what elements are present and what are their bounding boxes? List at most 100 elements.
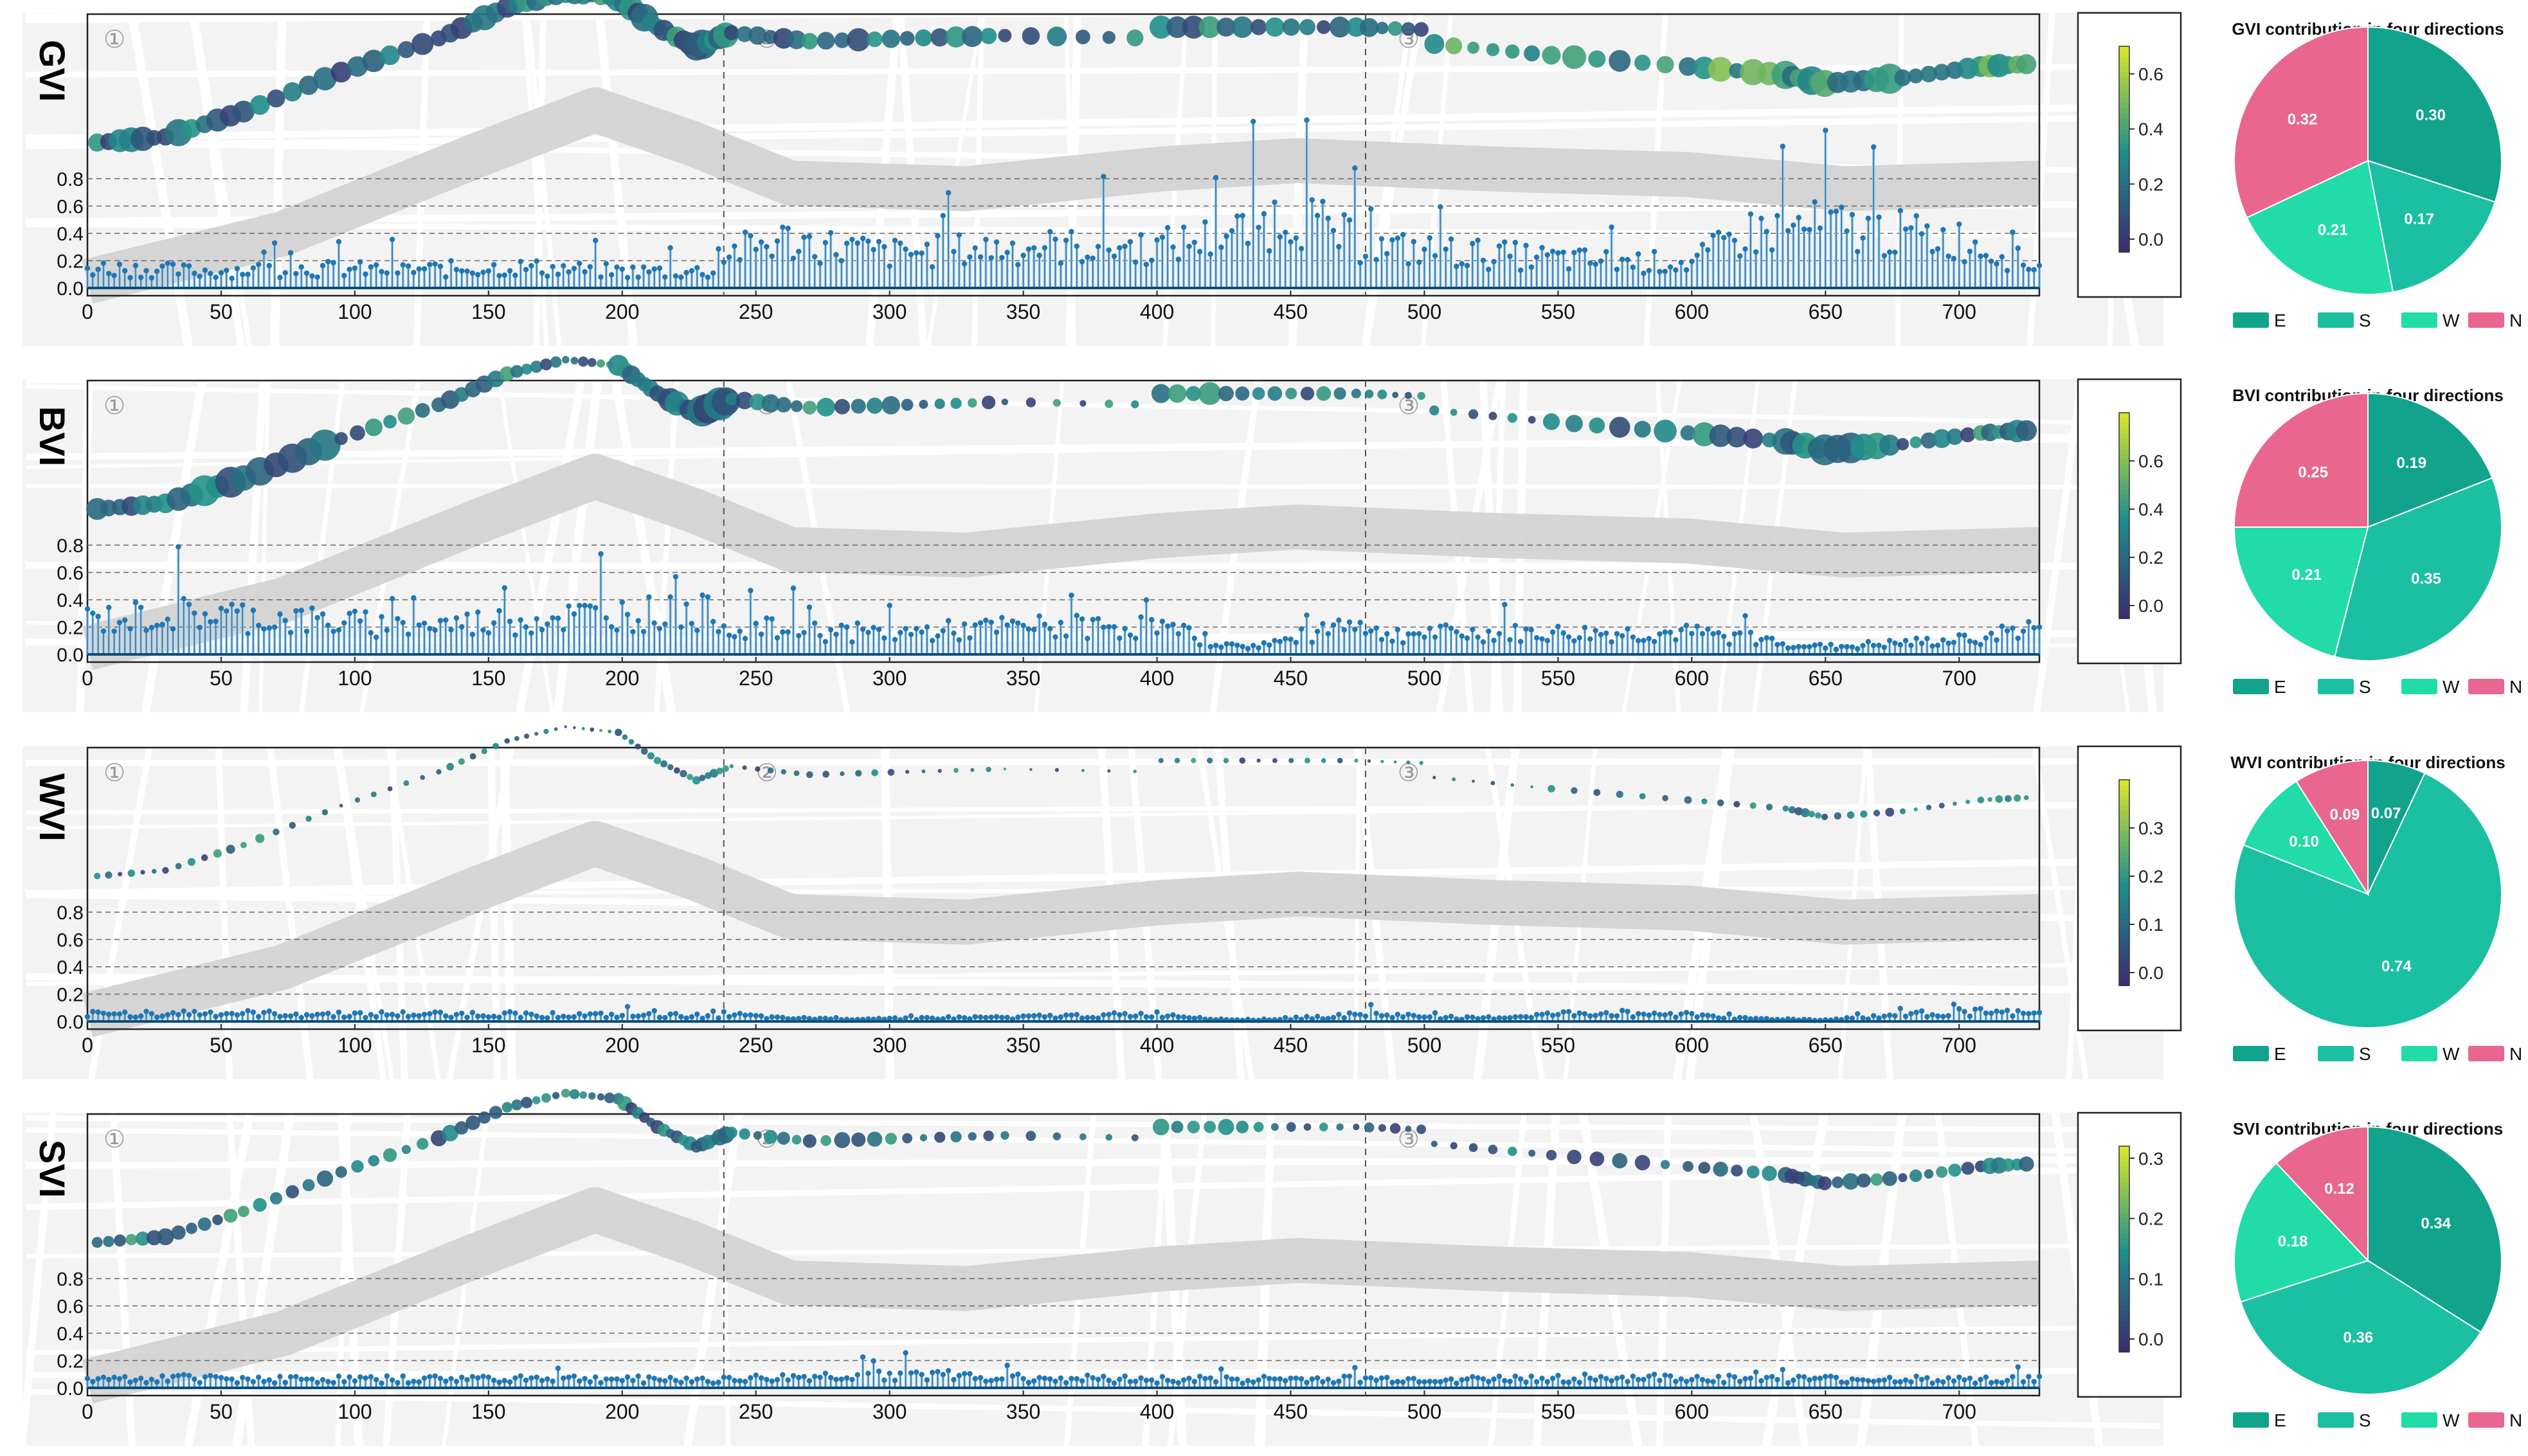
data-point bbox=[977, 1374, 984, 1381]
data-point bbox=[1304, 1014, 1310, 1020]
data-point bbox=[555, 1365, 561, 1371]
data-point bbox=[550, 615, 555, 621]
legend-label: E bbox=[2274, 677, 2286, 697]
data-point bbox=[1047, 1012, 1053, 1018]
data-point bbox=[1657, 269, 1663, 274]
data-point bbox=[1560, 249, 1566, 255]
data-point bbox=[1544, 252, 1550, 258]
data-point bbox=[844, 624, 850, 630]
data-point bbox=[1149, 1014, 1155, 1020]
data-point bbox=[1886, 638, 1893, 643]
route-point bbox=[380, 45, 400, 66]
route-point bbox=[1191, 757, 1196, 764]
data-point bbox=[90, 1009, 96, 1014]
data-point bbox=[491, 620, 497, 626]
data-point bbox=[405, 263, 411, 269]
route-point bbox=[736, 26, 753, 42]
data-point bbox=[1346, 217, 1353, 223]
data-point bbox=[935, 633, 941, 639]
route-point bbox=[1885, 807, 1895, 817]
data-point bbox=[303, 1012, 310, 1018]
colorbar-swatch bbox=[2119, 175, 2129, 181]
data-point bbox=[700, 592, 705, 598]
route-point bbox=[135, 1231, 150, 1246]
data-point bbox=[368, 1374, 374, 1380]
data-point bbox=[240, 271, 246, 278]
colorbar-swatch bbox=[2119, 444, 2129, 449]
data-point bbox=[972, 245, 978, 251]
data-point bbox=[1314, 1013, 1321, 1020]
data-point bbox=[619, 599, 625, 606]
data-point bbox=[1293, 1014, 1299, 1020]
data-point bbox=[993, 1376, 1000, 1382]
data-point bbox=[1667, 1011, 1674, 1016]
data-point bbox=[1876, 214, 1882, 220]
data-point bbox=[2036, 624, 2043, 630]
colorbar-swatch bbox=[2119, 211, 2129, 217]
data-point bbox=[785, 1016, 791, 1022]
data-point bbox=[138, 274, 144, 280]
data-point bbox=[1817, 225, 1823, 231]
data-point bbox=[753, 1012, 759, 1019]
data-point bbox=[598, 551, 604, 557]
data-point bbox=[1164, 623, 1171, 629]
data-point bbox=[651, 1008, 657, 1014]
data-point bbox=[1149, 257, 1155, 264]
data-point bbox=[186, 1012, 192, 1018]
y-tick-label: 0.0 bbox=[57, 1012, 84, 1033]
data-point bbox=[1090, 1014, 1096, 1021]
data-point bbox=[507, 618, 513, 624]
data-point bbox=[956, 232, 962, 238]
data-point bbox=[1095, 1015, 1101, 1021]
data-point bbox=[1962, 258, 1967, 265]
data-point bbox=[1159, 618, 1166, 624]
data-point bbox=[1603, 630, 1609, 636]
data-point bbox=[812, 254, 818, 260]
data-point bbox=[1839, 204, 1845, 210]
plot-frame bbox=[86, 379, 2041, 663]
data-point bbox=[1416, 1014, 1422, 1020]
route-point bbox=[171, 1225, 186, 1240]
data-point bbox=[181, 1008, 186, 1014]
data-point bbox=[774, 634, 781, 641]
data-point bbox=[475, 1375, 481, 1381]
data-point bbox=[464, 611, 470, 617]
data-point bbox=[250, 1009, 257, 1015]
route-point bbox=[223, 1209, 238, 1223]
data-point bbox=[1897, 208, 1903, 213]
data-point bbox=[716, 1015, 721, 1021]
data-point bbox=[1127, 632, 1133, 638]
data-point bbox=[1651, 249, 1657, 255]
data-point bbox=[1528, 627, 1535, 633]
colorbar-swatch bbox=[2119, 159, 2129, 165]
data-point bbox=[2026, 618, 2032, 625]
data-point bbox=[427, 1011, 433, 1017]
data-point bbox=[1170, 1012, 1176, 1018]
data-point bbox=[127, 1014, 133, 1020]
data-point bbox=[539, 627, 545, 633]
data-point bbox=[592, 1011, 599, 1017]
data-point bbox=[726, 1374, 732, 1381]
colorbar-swatch bbox=[2119, 567, 2129, 573]
colorbar-swatch bbox=[2119, 72, 2129, 78]
legend-label: W bbox=[2442, 1044, 2460, 1064]
route-point bbox=[1818, 1176, 1832, 1191]
data-point bbox=[1459, 261, 1465, 267]
data-point bbox=[218, 606, 224, 611]
data-point bbox=[1427, 1014, 1432, 1020]
data-point bbox=[352, 265, 358, 271]
data-point bbox=[234, 1380, 240, 1386]
route-point bbox=[212, 1214, 223, 1225]
data-point bbox=[1432, 634, 1438, 640]
route-point bbox=[1001, 399, 1009, 406]
data-point bbox=[806, 1016, 813, 1021]
data-point bbox=[314, 274, 320, 280]
pie-slice-e bbox=[2367, 392, 2493, 528]
route-point bbox=[1052, 1132, 1061, 1140]
data-point bbox=[748, 1375, 754, 1381]
data-point bbox=[667, 1374, 673, 1380]
route-point bbox=[736, 391, 754, 409]
data-point bbox=[491, 1378, 497, 1383]
route-point bbox=[921, 769, 926, 773]
route-point bbox=[1376, 21, 1389, 35]
